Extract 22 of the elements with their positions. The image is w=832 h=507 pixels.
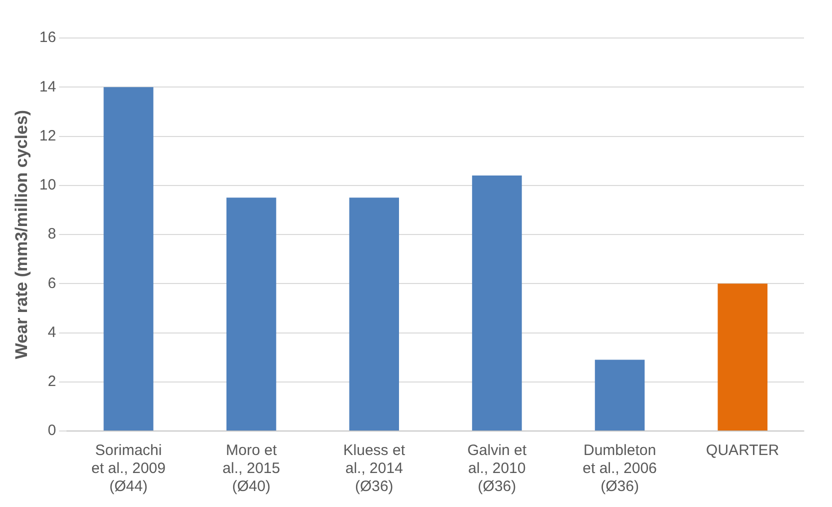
bar — [226, 198, 276, 430]
y-tick-label: 6 — [48, 274, 56, 292]
x-tick-label: Dumbleton et al., 2006 (Ø36) — [582, 442, 657, 496]
y-tick-label: 10 — [39, 176, 56, 194]
x-tick-label: Galvin et al., 2010 (Ø36) — [467, 442, 528, 496]
y-tick-label: 0 — [48, 422, 56, 440]
x-tick-label: Sorimachi et al., 2009 (Ø44) — [91, 442, 166, 496]
y-tick-label: 12 — [39, 127, 56, 144]
bar — [104, 87, 154, 430]
bar — [594, 360, 645, 430]
bar — [718, 284, 768, 430]
x-tick-label: Moro et al., 2015 (Ø40) — [222, 442, 280, 496]
bar — [349, 198, 400, 430]
y-tick-label: 8 — [48, 226, 56, 243]
x-tick-label: QUARTER — [706, 442, 780, 460]
bar — [472, 176, 522, 430]
x-tick-label: Kluess et al., 2014 (Ø36) — [343, 442, 406, 496]
y-axis-title: Wear rate (mm3/million cycles) — [12, 110, 31, 360]
y-tick-label: 2 — [48, 373, 56, 390]
y-tick-label: 16 — [39, 29, 56, 46]
y-tick-label: 4 — [48, 324, 56, 341]
y-tick-label: 14 — [39, 78, 56, 96]
